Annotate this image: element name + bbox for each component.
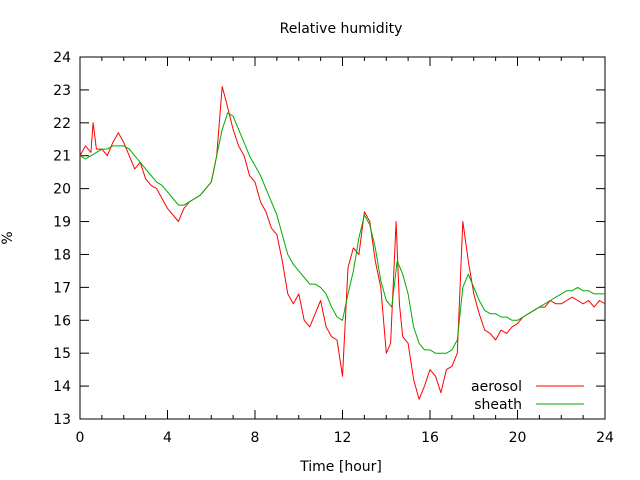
y-tick-label: 21 bbox=[53, 149, 71, 165]
chart-title: Relative humidity bbox=[280, 21, 403, 37]
x-tick-label: 8 bbox=[251, 430, 260, 446]
x-tick-label: 4 bbox=[163, 430, 172, 446]
y-tick-label: 15 bbox=[53, 346, 71, 362]
legend-label-aerosol: aerosol bbox=[471, 379, 522, 395]
series-line-sheath bbox=[79, 112, 605, 354]
y-axis-label: % bbox=[0, 231, 16, 244]
x-tick-label: 20 bbox=[509, 430, 527, 446]
x-tick-label: 0 bbox=[76, 430, 85, 446]
axes: 13 14 15 16 17 18 19 20 21 22 23 24 0 4 8 12 16 20 24 bbox=[53, 50, 614, 446]
series-line-aerosol bbox=[79, 86, 606, 400]
y-tick-label: 23 bbox=[53, 83, 71, 99]
x-tick-label: 16 bbox=[421, 430, 439, 446]
series-group bbox=[79, 86, 606, 400]
legend-label-sheath: sheath bbox=[474, 397, 522, 413]
y-tick-label: 24 bbox=[53, 50, 71, 66]
y-tick-label: 14 bbox=[53, 379, 71, 395]
y-tick-label: 19 bbox=[53, 215, 71, 231]
y-tick-label: 13 bbox=[53, 412, 71, 428]
x-tick-label: 24 bbox=[596, 430, 614, 446]
y-tick-label: 22 bbox=[53, 116, 71, 132]
x-tick-label: 12 bbox=[334, 430, 352, 446]
y-tick-label: 20 bbox=[53, 182, 71, 198]
y-tick-label: 18 bbox=[53, 247, 71, 263]
y-tick-label: 16 bbox=[53, 313, 71, 329]
plot-frame bbox=[79, 56, 606, 420]
x-axis-label: Time [hour] bbox=[299, 459, 382, 475]
y-tick-label: 17 bbox=[53, 280, 71, 296]
legend: aerosol sheath bbox=[471, 379, 584, 413]
